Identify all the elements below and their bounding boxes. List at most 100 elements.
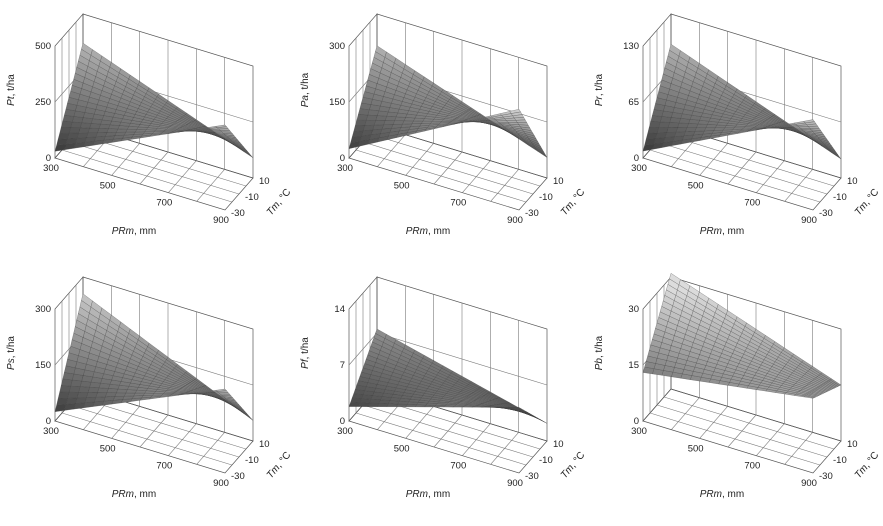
z-tick-label: 150 — [35, 360, 51, 371]
grid-lines — [54, 13, 254, 211]
surface-cell — [667, 122, 680, 128]
surface-cell — [348, 402, 361, 407]
surface-cell — [94, 396, 106, 403]
y-axis-label: Tm, °C — [559, 187, 588, 218]
surface-cell — [694, 127, 707, 132]
z-axis-label: Pt, t/ha — [6, 74, 17, 106]
surface-cell — [366, 114, 378, 121]
y-tick-label: -10 — [245, 455, 259, 466]
x-tick-label: 300 — [43, 163, 59, 174]
surface-cell — [106, 128, 119, 133]
y-tick-label: 10 — [259, 439, 270, 450]
surface-cell — [67, 132, 79, 139]
z-axis-label: Pr, t/ha — [594, 73, 605, 106]
surface-cell — [105, 132, 117, 137]
x-tick-label: 500 — [688, 180, 704, 191]
surface-cell — [704, 127, 716, 132]
surface-cell — [655, 132, 667, 139]
z-tick-label: 500 — [35, 41, 51, 52]
surface-cell — [84, 397, 97, 403]
z-axis-label: Pf, t/ha — [300, 337, 311, 369]
surface-cell — [359, 398, 372, 404]
x-tick-label: 900 — [213, 215, 229, 226]
x-tick-label: 300 — [631, 163, 647, 174]
z-axis-label: Pa, t/ha — [300, 72, 311, 107]
x-tick-label: 700 — [450, 461, 466, 472]
surface-cell — [686, 123, 699, 128]
surface-cell — [683, 131, 696, 136]
surface-cell — [67, 391, 79, 399]
y-axis-label: Tm, °C — [853, 450, 882, 481]
surface-cell — [658, 121, 670, 128]
surface-cell — [97, 387, 109, 393]
surface-cell — [395, 403, 408, 408]
surface-cell — [73, 402, 86, 410]
surface-cell — [375, 115, 387, 121]
surface-cell — [372, 124, 384, 131]
surface-cell — [732, 127, 745, 130]
surface-cell — [89, 123, 101, 129]
surface-cell — [645, 132, 658, 140]
surface-cell — [384, 116, 397, 121]
surface-cell — [685, 127, 697, 132]
surface-cell — [57, 391, 70, 399]
surface-cell — [392, 120, 405, 125]
x-axis-label: PRm, mm — [700, 226, 744, 237]
surface-cell — [713, 127, 726, 131]
x-tick-label: 500 — [100, 443, 116, 454]
z-tick-label: 0 — [634, 416, 639, 427]
z-tick-label: 0 — [46, 153, 51, 164]
z-tick-label: 14 — [334, 304, 345, 315]
surface-cell — [358, 402, 370, 407]
x-tick-label: 700 — [156, 198, 172, 209]
x-tick-label: 900 — [213, 478, 229, 489]
z-tick-label: 300 — [35, 304, 51, 315]
x-tick-label: 300 — [337, 426, 353, 437]
surface-cell — [535, 417, 548, 424]
surface-cell — [78, 386, 90, 393]
x-tick-label: 700 — [450, 198, 466, 209]
surface-cell — [383, 120, 395, 125]
surface-cell — [669, 273, 681, 285]
x-axis-label: PRm, mm — [406, 489, 450, 500]
surface-cell — [350, 397, 362, 403]
y-axis-label: Tm, °C — [265, 450, 294, 481]
surface-cell — [70, 121, 82, 128]
surface-mesh — [348, 45, 548, 158]
surface-cell — [241, 411, 254, 421]
surface-cell — [123, 392, 136, 397]
x-tick-label: 900 — [801, 215, 817, 226]
surface-cell — [70, 379, 82, 387]
x-axis-label: PRm, mm — [112, 489, 156, 500]
surface-cell — [696, 123, 708, 128]
surface-cell — [95, 392, 108, 398]
x-tick-label: 900 — [507, 478, 523, 489]
y-tick-label: -10 — [539, 192, 553, 203]
surface-cell — [405, 404, 417, 408]
surface-cell — [76, 132, 89, 139]
surface-cell — [669, 43, 681, 57]
y-tick-label: 10 — [553, 439, 564, 450]
surface-cell — [97, 128, 109, 133]
surface-cell — [106, 388, 119, 393]
y-axis-label: Tm, °C — [265, 187, 294, 218]
x-tick-label: 500 — [100, 180, 116, 191]
surface-cell — [364, 120, 376, 126]
y-tick-label: -30 — [231, 471, 245, 482]
y-tick-label: -10 — [245, 192, 259, 203]
z-tick-label: 7 — [340, 360, 345, 371]
surface-cell — [61, 121, 73, 128]
surface-cell — [656, 127, 669, 134]
surface-cell — [56, 398, 68, 406]
surface-cell — [103, 396, 115, 402]
surface-cell — [675, 127, 688, 133]
y-axis-label: Tm, °C — [853, 187, 882, 218]
x-tick-label: 300 — [631, 426, 647, 437]
surface-cell — [411, 120, 424, 124]
surface-cell — [373, 120, 386, 126]
